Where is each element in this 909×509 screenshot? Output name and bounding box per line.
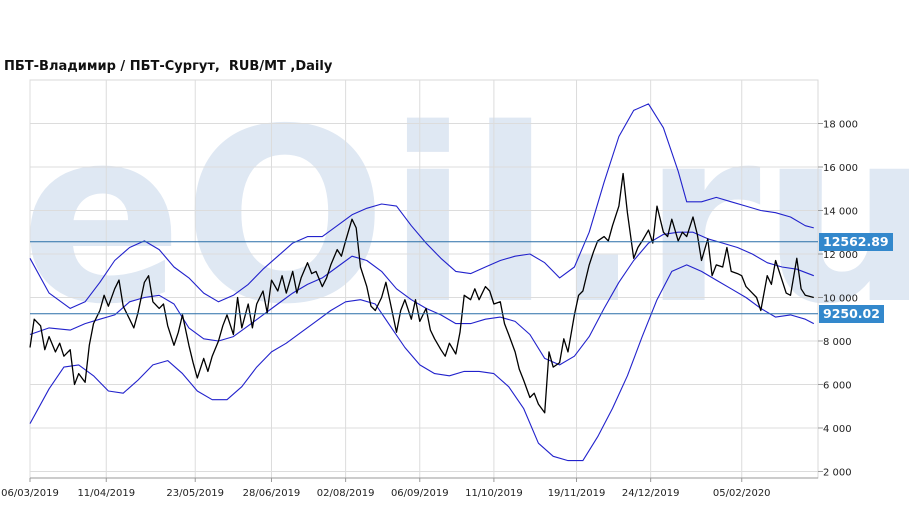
y-tick-label: 18 000 [823, 119, 858, 130]
x-tick-label: 02/08/2019 [317, 488, 375, 499]
price-line-layer [29, 172, 814, 414]
y-tick-label: 8 000 [823, 337, 852, 348]
y-axis: 2 000 4 000 6 000 8 000 10 000 12 000 14 000 16… [818, 119, 858, 478]
watermark: eOil.ru [20, 77, 909, 357]
x-tick-label: 28/06/2019 [243, 488, 301, 499]
y-tick-label: 16 000 [823, 163, 858, 174]
x-axis: 06/03/2019 11/04/2019 23/05/2019 28/06/2019… [1, 477, 818, 499]
y-tick-label: 12 000 [823, 250, 858, 261]
marker-label-lower: 9250.02 [819, 304, 884, 323]
grid [29, 79, 819, 479]
y-tick-label: 10 000 [823, 293, 858, 304]
x-tick-label: 11/10/2019 [465, 488, 523, 499]
y-tick-label: 14 000 [823, 206, 858, 217]
x-tick-label: 06/09/2019 [391, 488, 449, 499]
band-upper-line [29, 103, 814, 309]
marker-label-upper: 12562.89 [819, 232, 893, 251]
y-tick-label: 4 000 [823, 424, 852, 435]
marker-lines [30, 241, 818, 315]
x-tick-label: 24/12/2019 [622, 488, 680, 499]
y-tick-label: 6 000 [823, 380, 852, 391]
x-tick-label: 11/04/2019 [77, 488, 135, 499]
x-tick-label: 05/02/2020 [713, 488, 771, 499]
x-tick-label: 19/11/2019 [548, 488, 606, 499]
x-tick-label: 06/03/2019 [1, 488, 59, 499]
band-lower-line [29, 264, 815, 462]
x-tick-label: 23/05/2019 [166, 488, 224, 499]
y-tick-label: 2 000 [823, 467, 852, 478]
chart-title: ПБТ-Владимир / ПБТ-Сургут, RUB/MT ,Daily [4, 59, 333, 74]
price-line [29, 172, 814, 414]
